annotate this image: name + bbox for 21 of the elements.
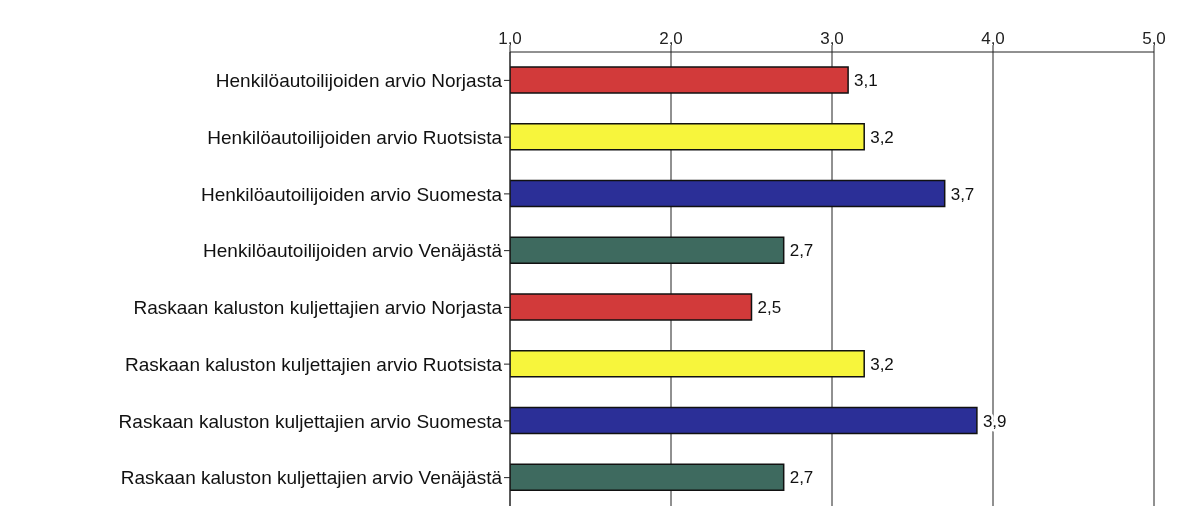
- data-label: 2,5: [757, 298, 782, 317]
- data-label: 2,7: [789, 241, 814, 261]
- data-label: 3,2: [870, 127, 894, 147]
- y-tick-label: Henkilöautoilijoiden arvio Norjasta: [215, 70, 503, 92]
- x-tick-label: 4,0: [981, 29, 1005, 48]
- data-label: 3,1: [854, 71, 878, 90]
- data-label: 2,7: [789, 468, 814, 488]
- y-tick-label: Henkilöautoilijoiden arvio Ruotsista: [207, 126, 503, 148]
- y-tick-label: Henkilöautoilijoiden arvio Suomesta: [200, 183, 503, 205]
- y-tick-label: Raskaan kaluston kuljettajien arvio Venäjästä: [120, 467, 503, 489]
- x-tick-label: 3,0: [820, 29, 844, 48]
- x-tick-label: 5,0: [1142, 29, 1166, 48]
- x-tick-label: 2,0: [659, 29, 683, 48]
- y-tick-label: Raskaan kaluston kuljettajien arvio Norjasta: [133, 297, 503, 319]
- data-label: 3,9: [982, 411, 1007, 431]
- data-label: 3,7: [950, 184, 975, 204]
- y-tick-label: Raskaan kaluston kuljettajien arvio Suomesta: [118, 410, 503, 432]
- y-tick-label: Raskaan kaluston kuljettajien arvio Ruotsista: [124, 353, 503, 375]
- y-tick-label: Henkilöautoilijoiden arvio Venäjästä: [203, 240, 503, 262]
- data-label: 3,2: [870, 354, 894, 374]
- x-tick-label: 1,0: [498, 29, 522, 48]
